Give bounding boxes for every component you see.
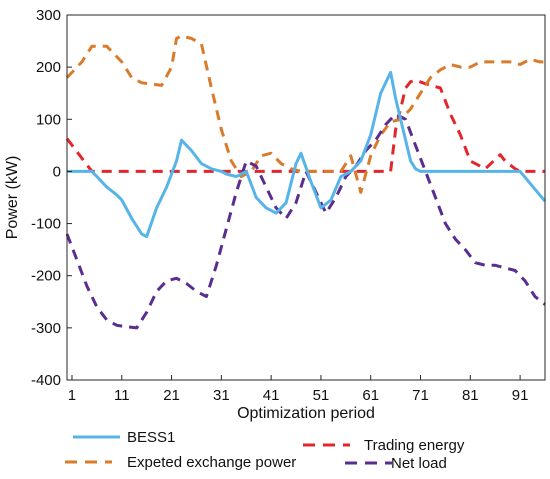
- legend-label-expeted-exchange-power: Expeted exchange power: [127, 454, 296, 471]
- x-axis-title: Optimization period: [237, 405, 375, 422]
- y-tick-label: -100: [31, 216, 61, 233]
- y-tick-label: 100: [36, 111, 61, 128]
- y-tick-label: 200: [36, 59, 61, 76]
- y-tick-label: 300: [36, 7, 61, 24]
- x-tick-label: 1: [68, 387, 76, 404]
- legend: BESS1 Trading energy Expeted exchange powe…: [65, 429, 465, 472]
- plot-area-frame: [66, 14, 546, 381]
- x-tick-label: 11: [114, 387, 130, 404]
- y-tick-label: -400: [31, 372, 61, 389]
- x-tick-label: 91: [512, 387, 529, 404]
- series-line-expeted-exchange-power: [65, 34, 545, 194]
- ticks-layer: 1 11 21 31 41 51 61 71 81 91-400-300-200-10001002…: [31, 7, 528, 404]
- series-line-net-load: [65, 112, 546, 330]
- x-tick-label: 81: [462, 387, 479, 404]
- x-tick-label: 41: [263, 387, 280, 404]
- y-tick-label: -300: [31, 320, 61, 337]
- series-line-trading-energy: [65, 78, 545, 173]
- x-tick-label: 31: [213, 387, 230, 404]
- y-axis-title: Power (kW): [4, 156, 21, 240]
- legend-label-net-load: Net load: [391, 455, 447, 472]
- legend-label-trading-energy: Trading energy: [364, 437, 465, 454]
- x-tick-label: 21: [163, 387, 180, 404]
- legend-label-bess1: BESS1: [127, 429, 175, 446]
- series-line-bess1: [67, 70, 547, 239]
- series-layer: [65, 34, 547, 330]
- x-tick-label: 51: [313, 387, 330, 404]
- y-tick-label: -200: [31, 268, 61, 285]
- y-tick-label: 0: [53, 163, 61, 180]
- x-tick-label: 61: [362, 387, 379, 404]
- x-tick-label: 71: [412, 387, 429, 404]
